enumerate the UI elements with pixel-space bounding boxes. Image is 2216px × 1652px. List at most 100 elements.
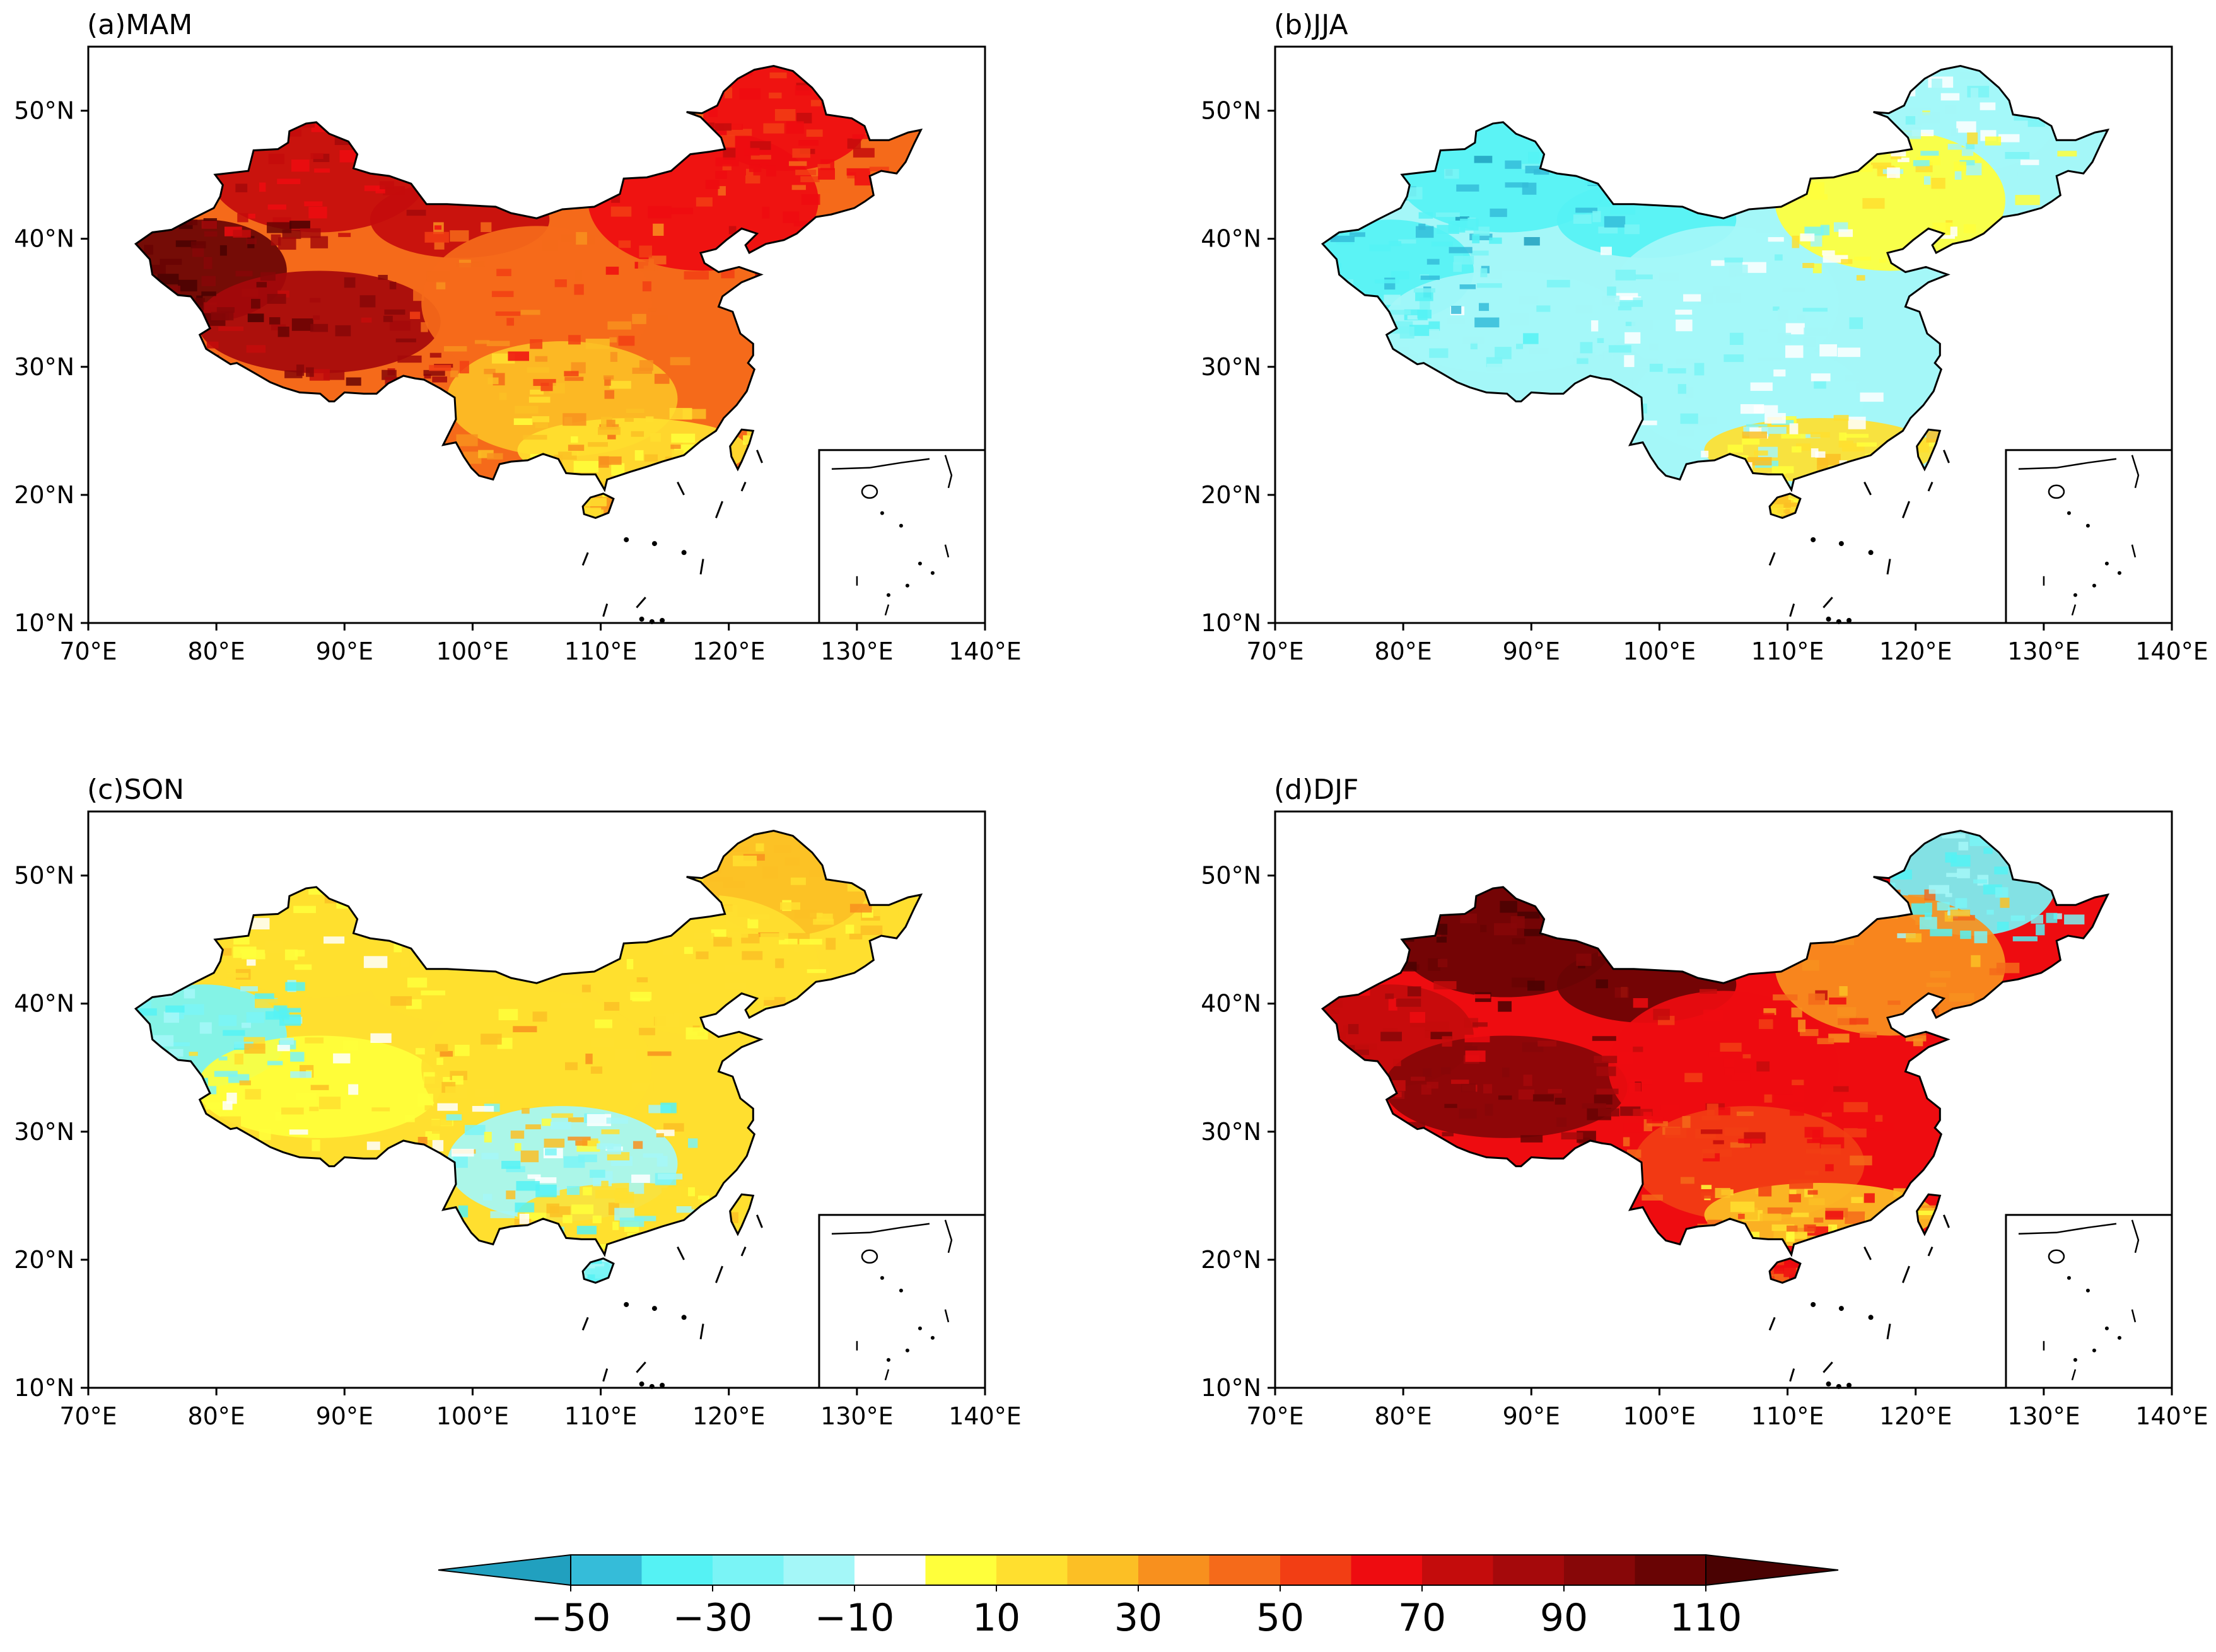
nine-dash-segment bbox=[1822, 596, 1833, 608]
lon-tick-label: 80°E bbox=[187, 637, 245, 665]
inset-map bbox=[2005, 1214, 2173, 1389]
inset-features bbox=[2018, 455, 2140, 616]
colorbar-tick-label: −30 bbox=[673, 1596, 753, 1640]
china-border bbox=[134, 829, 923, 1257]
colorbar-cell bbox=[1351, 1555, 1423, 1585]
china-border bbox=[1321, 829, 2110, 1257]
lon-tick-label: 80°E bbox=[187, 1402, 245, 1430]
lon-tick-label: 90°E bbox=[316, 1402, 373, 1430]
nine-dash-segment bbox=[1768, 552, 1776, 566]
lat-tick-label: 30°N bbox=[14, 353, 74, 381]
colorbar-tick-label: 10 bbox=[972, 1596, 1020, 1640]
nine-dash-segment bbox=[1927, 1246, 1933, 1257]
lon-tick-label: 130°E bbox=[820, 637, 894, 665]
region-south_coast bbox=[517, 418, 749, 482]
island bbox=[1868, 550, 1874, 556]
colorbar-cell bbox=[1564, 1555, 1635, 1585]
nine-dash-segment bbox=[602, 1368, 609, 1382]
lon-tick-label: 110°E bbox=[1751, 1402, 1824, 1430]
colorbar-tick-label: 110 bbox=[1670, 1596, 1742, 1640]
lat-tick-label: 50°N bbox=[14, 862, 74, 890]
lon-tick-label: 70°E bbox=[59, 1402, 117, 1430]
panel-title: (c)SON bbox=[87, 774, 184, 806]
colorbar-cell bbox=[1422, 1555, 1493, 1585]
island bbox=[1846, 1382, 1852, 1388]
taiwan-border bbox=[729, 428, 755, 472]
lat-tick-label: 20°N bbox=[14, 1246, 74, 1274]
colorbar-cell bbox=[854, 1555, 926, 1585]
hainan-border bbox=[1768, 1257, 1802, 1284]
lat-tick-label: 30°N bbox=[1201, 353, 1261, 381]
inset-map bbox=[818, 449, 986, 624]
nine-dash-segment bbox=[1927, 481, 1933, 492]
island bbox=[639, 1381, 644, 1387]
nine-dash-segment bbox=[740, 481, 747, 492]
lat-tick-label: 50°N bbox=[1201, 862, 1261, 890]
nine-dash-segment bbox=[1789, 1368, 1795, 1382]
nine-dash-segment bbox=[581, 1317, 589, 1331]
lat-tick-label: 50°N bbox=[1201, 97, 1261, 125]
nine-dash-segment bbox=[1863, 481, 1872, 496]
colorbar-cell bbox=[1635, 1555, 1706, 1585]
island bbox=[624, 1301, 629, 1307]
colorbar-cell bbox=[1209, 1555, 1281, 1585]
lon-tick-label: 140°E bbox=[948, 637, 1022, 665]
colorbar-under-arrow bbox=[438, 1554, 571, 1586]
lat-tick-label: 20°N bbox=[1201, 481, 1261, 509]
colorbar: −50 −30 −10 10 30 50 70 90 110 bbox=[438, 1554, 1839, 1640]
taiwan-border bbox=[1916, 428, 1942, 472]
nine-dash-segment bbox=[677, 481, 685, 496]
nine-dash-segment bbox=[1943, 450, 1950, 463]
lat-tick-label: 30°N bbox=[14, 1118, 74, 1146]
nine-dash-segment bbox=[740, 1246, 747, 1257]
taiwan-border bbox=[1916, 1193, 1942, 1236]
lon-tick-label: 70°E bbox=[59, 637, 117, 665]
lon-tick-label: 130°E bbox=[820, 1402, 894, 1430]
panel-title: (d)DJF bbox=[1274, 774, 1358, 806]
lon-tick-label: 140°E bbox=[2135, 1402, 2208, 1430]
nine-dash-segment bbox=[1886, 1323, 1891, 1340]
colorbar-tick-label: 70 bbox=[1398, 1596, 1446, 1640]
lon-tick-label: 100°E bbox=[436, 637, 510, 665]
panel-title: (b)JJA bbox=[1274, 9, 1348, 41]
island bbox=[1846, 617, 1852, 623]
island bbox=[660, 617, 665, 623]
hainan-border bbox=[1768, 492, 1802, 519]
inset-features bbox=[831, 1219, 953, 1381]
colorbar-cell bbox=[1138, 1555, 1210, 1585]
colorbar-cell bbox=[641, 1555, 713, 1585]
colorbar-cell bbox=[713, 1555, 784, 1585]
island bbox=[1826, 1381, 1831, 1387]
nine-dash-segment bbox=[636, 596, 646, 608]
lon-tick-label: 120°E bbox=[692, 1402, 766, 1430]
nine-dash-segment bbox=[1943, 1214, 1950, 1228]
lon-tick-label: 90°E bbox=[316, 637, 373, 665]
colorbar-tick-label: −10 bbox=[815, 1596, 895, 1640]
island bbox=[651, 1306, 657, 1312]
colorbar-cell bbox=[1067, 1555, 1139, 1585]
lat-tick-label: 40°N bbox=[14, 990, 74, 1018]
nine-dash-segment bbox=[581, 552, 589, 566]
lat-tick-label: 10°N bbox=[1201, 609, 1261, 637]
china-border bbox=[134, 64, 923, 492]
lat-tick-label: 30°N bbox=[1201, 1118, 1261, 1146]
inset-map bbox=[2005, 449, 2173, 624]
taiwan-border bbox=[729, 1193, 755, 1236]
nine-dash-segment bbox=[699, 1323, 704, 1340]
nine-dash-segment bbox=[1863, 1246, 1872, 1260]
map-panel-jja: (b)JJA 70°E 80°E 90°E 100°E 110°E 120°E 130°E 14… bbox=[1201, 9, 2208, 665]
map-panel-son: (c)SON 70°E 80°E 90°E 100°E 110°E 120°E 130°E 14… bbox=[14, 774, 1022, 1430]
nine-dash-segment bbox=[699, 559, 704, 575]
colorbar-cell bbox=[783, 1555, 855, 1585]
lon-tick-label: 100°E bbox=[1623, 1402, 1696, 1430]
island bbox=[624, 537, 629, 542]
region-tibet bbox=[1384, 270, 1628, 373]
axes-frame bbox=[87, 45, 986, 624]
panel-title: (a)MAM bbox=[87, 9, 192, 41]
lon-tick-label: 120°E bbox=[1879, 637, 1952, 665]
colorbar-tick-label: 90 bbox=[1540, 1596, 1588, 1640]
island bbox=[651, 541, 657, 547]
hainan-border bbox=[581, 492, 615, 519]
island bbox=[1838, 1306, 1844, 1312]
